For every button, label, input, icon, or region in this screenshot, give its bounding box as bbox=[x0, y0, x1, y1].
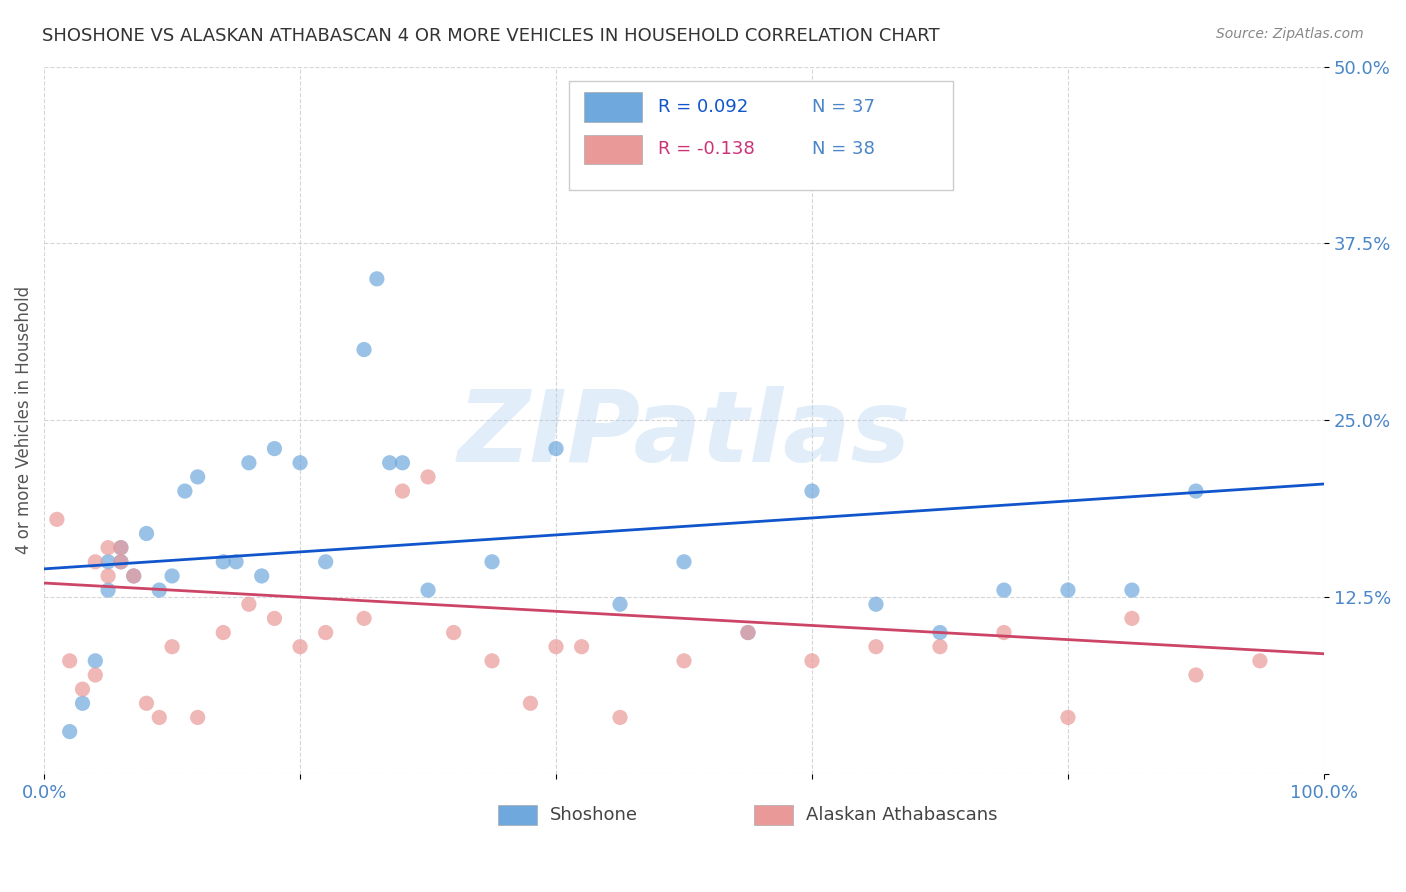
Text: R = 0.092: R = 0.092 bbox=[658, 98, 748, 116]
Point bbox=[59, 654, 82, 668]
Point bbox=[1185, 668, 1208, 682]
Point bbox=[1249, 654, 1271, 668]
Text: N = 38: N = 38 bbox=[813, 140, 875, 159]
Point bbox=[929, 625, 952, 640]
Point bbox=[45, 512, 67, 526]
Point bbox=[865, 640, 887, 654]
Text: Source: ZipAtlas.com: Source: ZipAtlas.com bbox=[1216, 27, 1364, 41]
Point bbox=[609, 710, 631, 724]
Point bbox=[672, 654, 695, 668]
Point bbox=[366, 272, 388, 286]
Text: ZIPatlas: ZIPatlas bbox=[457, 386, 911, 483]
Point bbox=[97, 541, 120, 555]
Point bbox=[97, 555, 120, 569]
Bar bbox=[755, 805, 793, 825]
Point bbox=[571, 640, 593, 654]
Point bbox=[135, 696, 157, 710]
Point bbox=[187, 710, 209, 724]
Point bbox=[1057, 583, 1080, 598]
Point bbox=[160, 569, 183, 583]
Bar bbox=[583, 92, 641, 122]
Point bbox=[993, 583, 1015, 598]
Point bbox=[110, 555, 132, 569]
Point bbox=[122, 569, 145, 583]
Point bbox=[1121, 611, 1143, 625]
Point bbox=[391, 484, 413, 499]
Point bbox=[1121, 583, 1143, 598]
Point bbox=[416, 583, 439, 598]
Point bbox=[481, 654, 503, 668]
Point bbox=[72, 682, 94, 697]
Point bbox=[84, 654, 107, 668]
Point bbox=[801, 484, 824, 499]
Text: SHOSHONE VS ALASKAN ATHABASCAN 4 OR MORE VEHICLES IN HOUSEHOLD CORRELATION CHART: SHOSHONE VS ALASKAN ATHABASCAN 4 OR MORE… bbox=[42, 27, 939, 45]
Point bbox=[263, 611, 285, 625]
Point bbox=[672, 555, 695, 569]
Point bbox=[97, 583, 120, 598]
Bar bbox=[499, 805, 537, 825]
Point bbox=[544, 640, 567, 654]
Point bbox=[148, 710, 170, 724]
Point bbox=[519, 696, 541, 710]
Point bbox=[187, 470, 209, 484]
Point bbox=[737, 625, 759, 640]
Point bbox=[173, 484, 195, 499]
Text: R = -0.138: R = -0.138 bbox=[658, 140, 755, 159]
Point bbox=[250, 569, 273, 583]
Point bbox=[148, 583, 170, 598]
Point bbox=[544, 442, 567, 456]
Point bbox=[609, 597, 631, 611]
Point bbox=[97, 569, 120, 583]
FancyBboxPatch shape bbox=[569, 81, 953, 190]
Point bbox=[110, 541, 132, 555]
Point bbox=[84, 668, 107, 682]
Text: Shoshone: Shoshone bbox=[550, 806, 638, 824]
Point bbox=[353, 611, 375, 625]
Y-axis label: 4 or more Vehicles in Household: 4 or more Vehicles in Household bbox=[15, 286, 32, 554]
Text: Alaskan Athabascans: Alaskan Athabascans bbox=[806, 806, 997, 824]
Point bbox=[1057, 710, 1080, 724]
Point bbox=[59, 724, 82, 739]
Point bbox=[110, 555, 132, 569]
Point bbox=[416, 470, 439, 484]
Point bbox=[993, 625, 1015, 640]
Point bbox=[481, 555, 503, 569]
Point bbox=[122, 569, 145, 583]
Point bbox=[288, 640, 311, 654]
Point bbox=[72, 696, 94, 710]
Point bbox=[315, 555, 337, 569]
Point bbox=[1185, 484, 1208, 499]
Point bbox=[391, 456, 413, 470]
Point bbox=[263, 442, 285, 456]
Point bbox=[238, 597, 260, 611]
Point bbox=[378, 456, 401, 470]
Point bbox=[353, 343, 375, 357]
Point bbox=[225, 555, 247, 569]
Point bbox=[238, 456, 260, 470]
Point bbox=[84, 555, 107, 569]
Point bbox=[929, 640, 952, 654]
Point bbox=[443, 625, 465, 640]
Point bbox=[315, 625, 337, 640]
Point bbox=[737, 625, 759, 640]
Point bbox=[801, 654, 824, 668]
Point bbox=[288, 456, 311, 470]
Bar bbox=[583, 135, 641, 164]
Point bbox=[110, 541, 132, 555]
Point bbox=[135, 526, 157, 541]
Point bbox=[212, 625, 235, 640]
Text: N = 37: N = 37 bbox=[813, 98, 875, 116]
Point bbox=[160, 640, 183, 654]
Point bbox=[865, 597, 887, 611]
Point bbox=[212, 555, 235, 569]
